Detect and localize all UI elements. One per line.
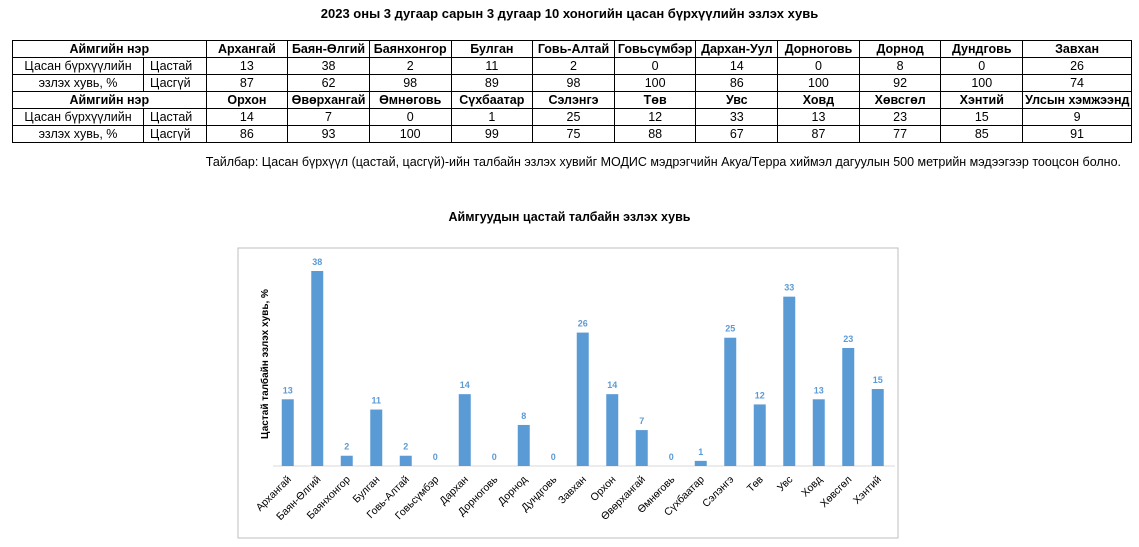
nosnow-value: 67 — [695, 125, 779, 143]
table-header-row: Аймгийн нэр Архангай Баян-Өлгий Баянхонгор Б… — [12, 40, 1132, 58]
nosnow-value: 77 — [858, 125, 942, 143]
bar — [783, 296, 796, 466]
bar — [576, 332, 589, 466]
page-title: 2023 оны 3 дугаар сарын 3 дугаар 10 хоно… — [320, 6, 819, 21]
row-label-line1: Цасан бүрхүүлийн — [11, 57, 145, 75]
x-tick-label: Сэлэнгэ — [700, 474, 736, 510]
data-label: 0 — [669, 452, 674, 462]
aimag-name: Баян-Өлгий — [287, 40, 370, 58]
y-axis-label: Цастай талбайн эзлэх хувь, % — [259, 289, 271, 439]
nosnow-value: 91 — [1022, 125, 1132, 143]
table-header-row: Аймгийн нэр Орхон Өвөрхангай Өмнөговь Сүхбаа… — [12, 91, 1132, 109]
nosnow-value: 100 — [368, 125, 452, 143]
bar — [517, 424, 530, 466]
data-label: 14 — [460, 380, 470, 390]
bar — [606, 394, 619, 466]
row-label-line2: эзлэх хувь, % — [11, 74, 145, 92]
row-label-line1: Цасан бүрхүүлийн — [11, 108, 145, 126]
aimag-name: Дорноговь — [777, 40, 860, 58]
data-label: 15 — [873, 375, 883, 385]
bar — [635, 430, 648, 466]
bar — [311, 271, 324, 466]
aimag-name: Дорнод — [858, 40, 942, 58]
aimag-name: Говь-Алтай — [532, 40, 615, 58]
data-label: 0 — [492, 452, 497, 462]
nosnow-value: 92 — [858, 74, 942, 92]
x-tick-label: Ховд — [799, 474, 825, 500]
snow-cover-table: Аймгийн нэр Архангай Баян-Өлгий Баянхонгор Б… — [11, 40, 1132, 143]
nosnow-value: 88 — [613, 125, 697, 143]
bar — [812, 399, 825, 466]
data-label: 14 — [607, 380, 617, 390]
x-tick-label: Хэнтий — [851, 474, 884, 507]
bar — [871, 389, 884, 466]
data-label: 25 — [725, 324, 735, 334]
x-tick-label: Увс — [775, 474, 795, 494]
data-label: 13 — [283, 385, 293, 395]
row-label-line2: эзлэх хувь, % — [11, 125, 145, 143]
data-label: 8 — [521, 411, 526, 421]
data-label: 38 — [312, 257, 322, 267]
nosnow-value: 85 — [940, 125, 1024, 143]
bar — [370, 409, 383, 466]
bar — [340, 455, 353, 466]
aimag-name: Дархан-Уул — [695, 40, 779, 58]
data-label: 12 — [755, 390, 765, 400]
footnote: Тайлбар: Цасан бүрхүүл (цастай, цасгүй)-… — [205, 155, 1121, 169]
snow-value: 23 — [858, 108, 942, 126]
data-label: 33 — [784, 283, 794, 293]
data-label: 7 — [639, 416, 644, 426]
data-label: 0 — [551, 452, 556, 462]
chart-title: Аймгуудын цастай талбайн эзлэх хувь — [448, 210, 691, 224]
bar — [842, 347, 855, 466]
nosnow-value: 99 — [450, 125, 534, 143]
header-label: Аймгийн нэр — [12, 91, 207, 109]
data-label: 2 — [403, 442, 408, 452]
x-tick-label: Завхан — [556, 473, 589, 506]
snow-value: 11 — [450, 57, 534, 75]
aimag-name: Өвөрхангай — [287, 91, 370, 109]
aimag-name: Архангай — [205, 40, 289, 58]
data-label: 2 — [344, 442, 349, 452]
data-label: 1 — [698, 447, 703, 457]
bar — [753, 404, 766, 466]
x-tick-label: Хөвсгөл — [818, 474, 854, 510]
bar — [458, 394, 471, 466]
x-tick-label: Төв — [745, 473, 766, 494]
bar — [724, 337, 737, 466]
snow-value: 15 — [940, 108, 1024, 126]
nosnow-value: 86 — [205, 125, 289, 143]
data-label: 0 — [433, 452, 438, 462]
table-row: эзлэх хувь, % Цасгүй 86 93 100 99 75 88 67 87 77 85… — [11, 125, 1132, 143]
data-label: 11 — [371, 396, 381, 406]
bar — [281, 399, 294, 466]
nosnow-value: 87 — [777, 125, 860, 143]
snow-value: 13 — [205, 57, 289, 75]
data-label: 13 — [814, 385, 824, 395]
data-label: 26 — [578, 319, 588, 329]
aimag-name: Хэнтий — [940, 91, 1024, 109]
bar — [399, 455, 412, 466]
chart-frame — [237, 247, 899, 539]
bar — [694, 460, 707, 466]
data-label: 23 — [843, 334, 853, 344]
nosnow-value: 98 — [532, 74, 615, 92]
